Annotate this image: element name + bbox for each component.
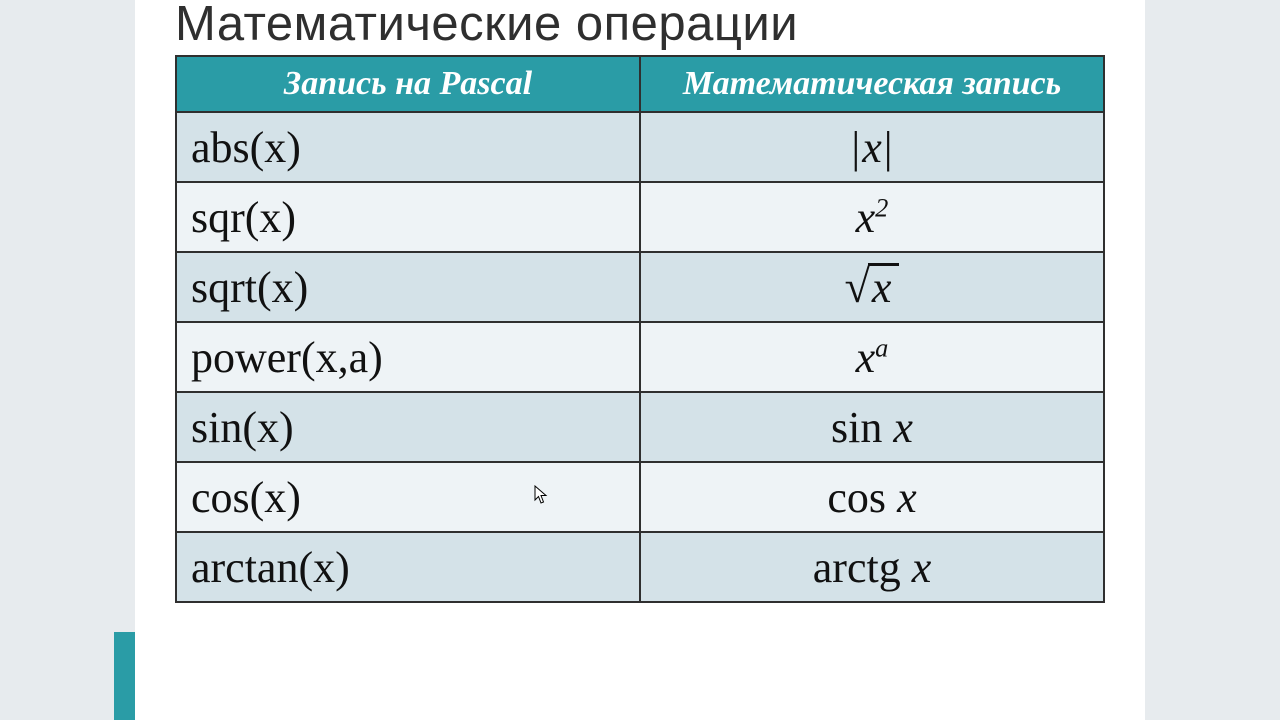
table-body: abs(x)|x|sqr(x)x2sqrt(x)√xpower(x,a)xasi… <box>176 112 1104 602</box>
table-row: power(x,a)xa <box>176 322 1104 392</box>
operations-table: Запись на Pascal Математическая запись a… <box>175 55 1105 603</box>
pascal-cell: sqr(x) <box>176 182 640 252</box>
math-cell: arctg x <box>640 532 1104 602</box>
math-cell: cos x <box>640 462 1104 532</box>
table-row: sin(x)sin x <box>176 392 1104 462</box>
slide: Математические операции Запись на Pascal… <box>0 0 1280 720</box>
page-title: Математические операции <box>175 0 1105 55</box>
math-cell: xa <box>640 322 1104 392</box>
sidebar-right <box>1145 0 1280 720</box>
pascal-cell: abs(x) <box>176 112 640 182</box>
math-cell: sin x <box>640 392 1104 462</box>
pascal-cell: arctan(x) <box>176 532 640 602</box>
sidebar-left <box>0 0 135 720</box>
table-row: cos(x)cos x <box>176 462 1104 532</box>
table-row: abs(x)|x| <box>176 112 1104 182</box>
math-cell: x2 <box>640 182 1104 252</box>
pascal-cell: cos(x) <box>176 462 640 532</box>
table-row: sqrt(x)√x <box>176 252 1104 322</box>
math-cell: √x <box>640 252 1104 322</box>
pascal-cell: power(x,a) <box>176 322 640 392</box>
table-row: sqr(x)x2 <box>176 182 1104 252</box>
math-cell: |x| <box>640 112 1104 182</box>
pascal-cell: sin(x) <box>176 392 640 462</box>
pascal-cell: sqrt(x) <box>176 252 640 322</box>
content-area: Математические операции Запись на Pascal… <box>135 0 1145 720</box>
header-pascal: Запись на Pascal <box>176 56 640 112</box>
table-row: arctan(x)arctg x <box>176 532 1104 602</box>
header-math: Математическая запись <box>640 56 1104 112</box>
table-header-row: Запись на Pascal Математическая запись <box>176 56 1104 112</box>
